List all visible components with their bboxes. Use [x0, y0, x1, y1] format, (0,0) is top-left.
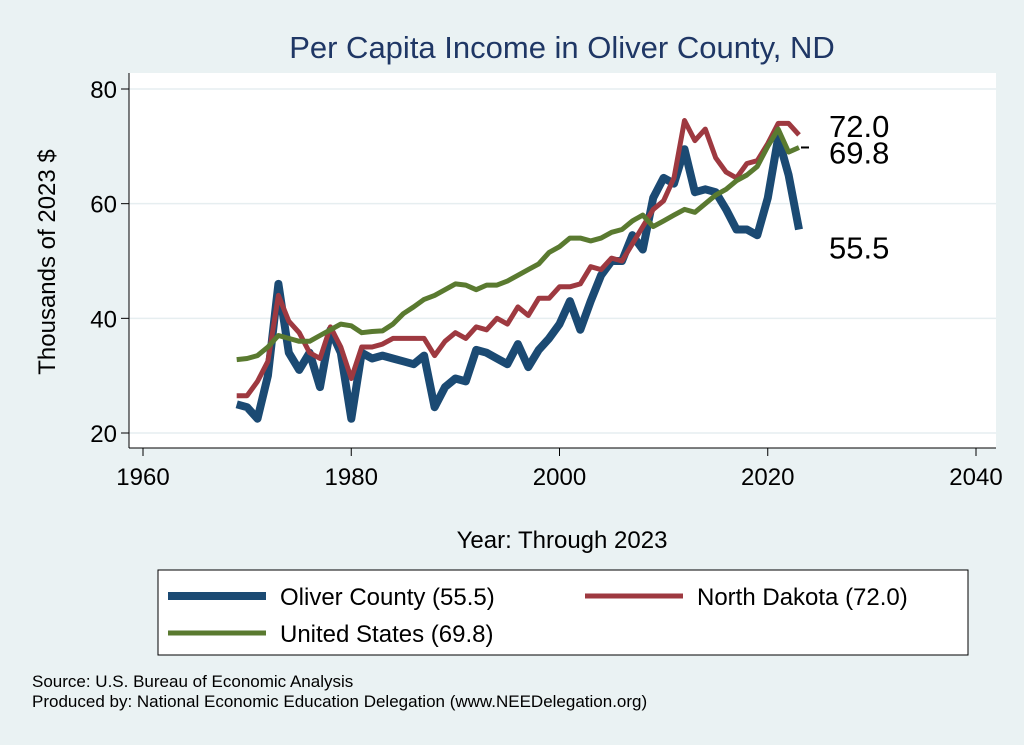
producer-note: Produced by: National Economic Education…: [32, 692, 648, 711]
united-states-line: [236, 126, 801, 363]
legend-oliver-county-label: Oliver County (55.5): [280, 584, 495, 611]
end-labels: 55.5 72.069.8: [800, 109, 889, 265]
y-tick-label: 20: [90, 421, 117, 448]
x-tick-label: 1960: [116, 464, 169, 491]
x-tick-label: 2020: [741, 464, 794, 491]
y-tick-label: 60: [90, 192, 117, 219]
source-note: Source: U.S. Bureau of Economic Analysis: [32, 672, 354, 691]
x-axis-title: Year: Through 2023: [457, 527, 668, 554]
x-tick-label: 2000: [533, 464, 586, 491]
north-dakota-end-label: 72.0: [829, 109, 889, 144]
oliver-county-end-label: 55.5: [829, 230, 889, 265]
legend: Oliver County (55.5) North Dakota (72.0) U…: [168, 584, 908, 648]
x-tick-label: 2040: [949, 464, 1002, 491]
plot-area: [129, 73, 996, 448]
y-axis-title: Thousands of 2023 $: [34, 149, 61, 375]
legend-box: [157, 569, 969, 656]
legend-north-dakota-label: North Dakota (72.0): [697, 584, 908, 611]
united-states-end-label: 69.8: [829, 135, 889, 170]
x-tick-label: 1980: [325, 464, 378, 491]
chart-title: Per Capita Income in Oliver County, ND: [289, 30, 835, 65]
north-dakota-line: [236, 118, 801, 399]
y-tick-label: 40: [90, 306, 117, 333]
y-tick-label: 80: [90, 77, 117, 104]
legend-united-states-label: United States (69.8): [280, 621, 493, 648]
series-lines: [235, 118, 803, 423]
